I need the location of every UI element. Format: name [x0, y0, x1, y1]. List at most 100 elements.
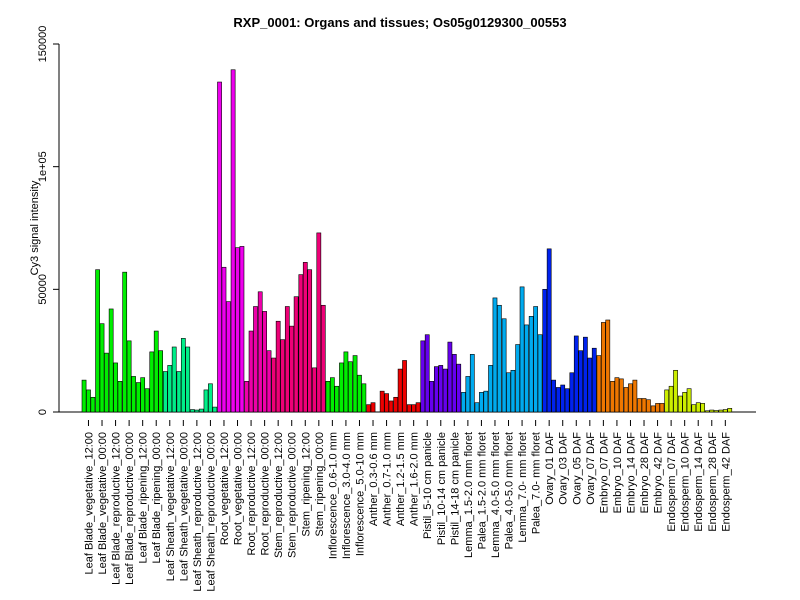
bar [519, 286, 525, 413]
y-tick-label: 1e+05 [37, 151, 49, 182]
x-tick-label: Endosperm_42 DAF [720, 432, 732, 532]
x-tick-label: Inflorescence_3.0-4.0 mm [341, 432, 353, 559]
bar [515, 344, 520, 413]
bar [461, 392, 466, 413]
x-tick-label: Stem_ripening_12:00 [300, 432, 312, 537]
x-tick-label: Pistil_10-14 cm panicle [436, 432, 448, 545]
bar [442, 368, 448, 413]
y-axis-label: Cy3 signal intensity [29, 180, 41, 275]
x-tick-label: Ovary_05 DAF [571, 432, 583, 505]
bar [469, 354, 475, 413]
bar [691, 404, 697, 413]
bar [650, 405, 656, 413]
bar [90, 396, 96, 413]
bar [262, 311, 267, 413]
bar [560, 384, 566, 413]
bar [537, 334, 543, 413]
x-tick-label: Embryo_14 DAF [625, 432, 637, 514]
bar [614, 377, 620, 413]
bar [713, 410, 719, 413]
bar [402, 360, 407, 413]
bar [298, 274, 304, 413]
bar [343, 351, 349, 413]
bar [230, 69, 236, 413]
bar [497, 304, 502, 413]
x-tick-label: Leaf Blade_vegetative_12:00 [83, 432, 95, 575]
bar [573, 335, 579, 413]
x-tick-label: Leaf Blade_ripening_12:00 [138, 432, 150, 564]
bar [126, 340, 132, 413]
bar [388, 400, 394, 413]
bar [447, 341, 453, 413]
bar [587, 357, 593, 413]
x-tick-label: Ovary_01 DAF [544, 432, 556, 505]
bar [564, 388, 570, 413]
bar [307, 269, 313, 413]
bar [149, 351, 155, 413]
bar [144, 388, 150, 413]
bar [583, 336, 588, 413]
bar [406, 404, 412, 413]
x-tick-label: Root_reproductive_00:00 [260, 432, 272, 556]
bar [641, 398, 647, 413]
bar [194, 409, 200, 413]
bar [506, 372, 511, 413]
bar [81, 379, 87, 413]
x-tick-label: Embryo_07 DAF [598, 432, 610, 514]
bar [709, 409, 715, 413]
x-tick-labels: Leaf Blade_vegetative_12:00 Leaf Blade_ve… [83, 420, 732, 592]
x-tick-label: Palea_4.0-5.0 mm floret [504, 432, 516, 549]
bar [618, 378, 624, 413]
bar [456, 363, 462, 413]
bar [217, 81, 222, 413]
bar [420, 340, 426, 413]
x-tick-label: Endosperm_07 DAF [666, 432, 678, 532]
bar [167, 365, 173, 413]
bar [655, 403, 660, 413]
x-tick-label: Stem_ripening_00:00 [314, 432, 326, 537]
bar [451, 354, 457, 413]
y-tick-label: 50000 [37, 274, 49, 305]
bar [352, 355, 358, 413]
bar [190, 409, 195, 413]
bar [248, 330, 254, 413]
bar [293, 296, 299, 413]
bar [122, 271, 128, 413]
x-tick-label: Leaf Sheath_reproductive_12:00 [192, 432, 204, 592]
bar [578, 350, 584, 413]
x-tick-label: Pistil_14-18 cm panicle [449, 432, 461, 545]
bar [492, 297, 498, 413]
bar [601, 322, 606, 413]
x-tick-label: Endosperm_10 DAF [680, 432, 692, 532]
bar [718, 409, 724, 413]
bar [664, 389, 670, 413]
bar [325, 381, 331, 413]
x-tick-label: Root_vegetative_00:00 [233, 432, 245, 545]
bar [339, 362, 344, 413]
bar [591, 347, 597, 413]
bar [95, 269, 100, 413]
bar [551, 379, 556, 413]
bar [113, 362, 118, 413]
bar [393, 396, 399, 413]
bar [99, 323, 105, 413]
bar [221, 266, 227, 413]
bar [370, 402, 376, 413]
bar [271, 357, 277, 413]
x-tick-label: Anther_1.2-1.5 mm [395, 432, 407, 526]
bar [673, 369, 678, 413]
x-tick-label: Ovary_07 DAF [585, 432, 597, 505]
y-tick-label: 0 [37, 409, 49, 415]
bar [185, 346, 191, 413]
x-tick-label: Ovary_03 DAF [558, 432, 570, 505]
x-tick-label: Leaf Sheath_vegetative_12:00 [165, 432, 177, 581]
bar [180, 338, 186, 413]
bars [81, 69, 733, 413]
x-tick-label: Stem_reproductive_12:00 [273, 432, 285, 558]
bar [542, 289, 548, 413]
bar [524, 324, 529, 413]
bar [176, 371, 182, 413]
bar [682, 392, 688, 413]
bar [320, 304, 326, 413]
x-tick-label: Palea_1.5-2.0 mm floret [476, 432, 488, 549]
